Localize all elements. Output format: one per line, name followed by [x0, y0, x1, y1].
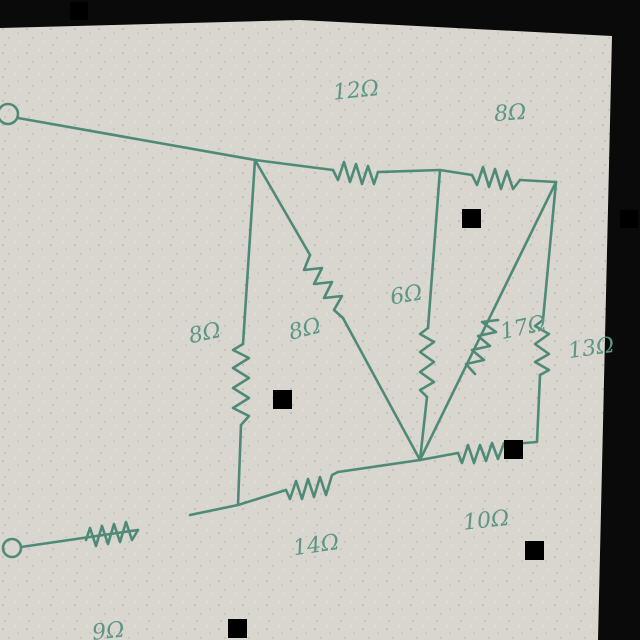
- wire-bottom-lead: [19, 528, 140, 549]
- resistor-right-diagonal: [464, 318, 500, 376]
- occlusion-square: [620, 210, 638, 228]
- resistor-bottom-left: [84, 520, 140, 548]
- resistor-left-vertical: [231, 342, 251, 427]
- resistor-diagonal: [302, 253, 345, 320]
- label-middle-vertical: 6Ω: [388, 280, 424, 310]
- resistor-right-vertical: [533, 318, 551, 377]
- wire-left-vertical-bottom: [236, 423, 243, 507]
- wire-top-c: [518, 178, 558, 184]
- resistor-bottom-middle: [284, 470, 340, 501]
- occlusion-square: [504, 440, 523, 459]
- wire-right-vertical-top: [541, 180, 558, 322]
- wire-bottom-mid: [336, 458, 422, 474]
- occlusion-square: [70, 2, 88, 20]
- resistor-top-right: [470, 165, 522, 191]
- label-bottom-right: 10Ω: [462, 506, 511, 536]
- wire-left-vertical-top: [241, 158, 257, 346]
- wire-top-lead: [16, 116, 257, 162]
- resistor-bottom-right: [456, 441, 514, 465]
- label-right-vertical: 13Ω: [567, 333, 616, 364]
- label-top-left: 12Ω: [332, 76, 381, 106]
- resistor-middle-vertical: [418, 326, 436, 399]
- wire-diagonal-bottom: [341, 316, 422, 462]
- occlusion-square: [273, 390, 292, 409]
- paper-sheet: [0, 20, 612, 640]
- wire-bottom-right: [418, 451, 460, 462]
- wire-mid-vertical-top: [426, 168, 442, 330]
- input-terminal-top: [0, 102, 20, 126]
- wire-top-a: [253, 158, 335, 172]
- label-bottom-left: 9Ω: [91, 618, 126, 640]
- occlusion-square: [525, 541, 544, 560]
- wire-diagonal-top: [253, 158, 312, 257]
- occlusion-square: [228, 619, 247, 638]
- resistor-top-left: [331, 160, 380, 186]
- occlusion-square: [462, 209, 481, 228]
- wire-mid-vertical-bottom: [418, 395, 429, 462]
- wire-bottom-join: [188, 488, 288, 517]
- label-top-right: 8Ω: [493, 100, 527, 127]
